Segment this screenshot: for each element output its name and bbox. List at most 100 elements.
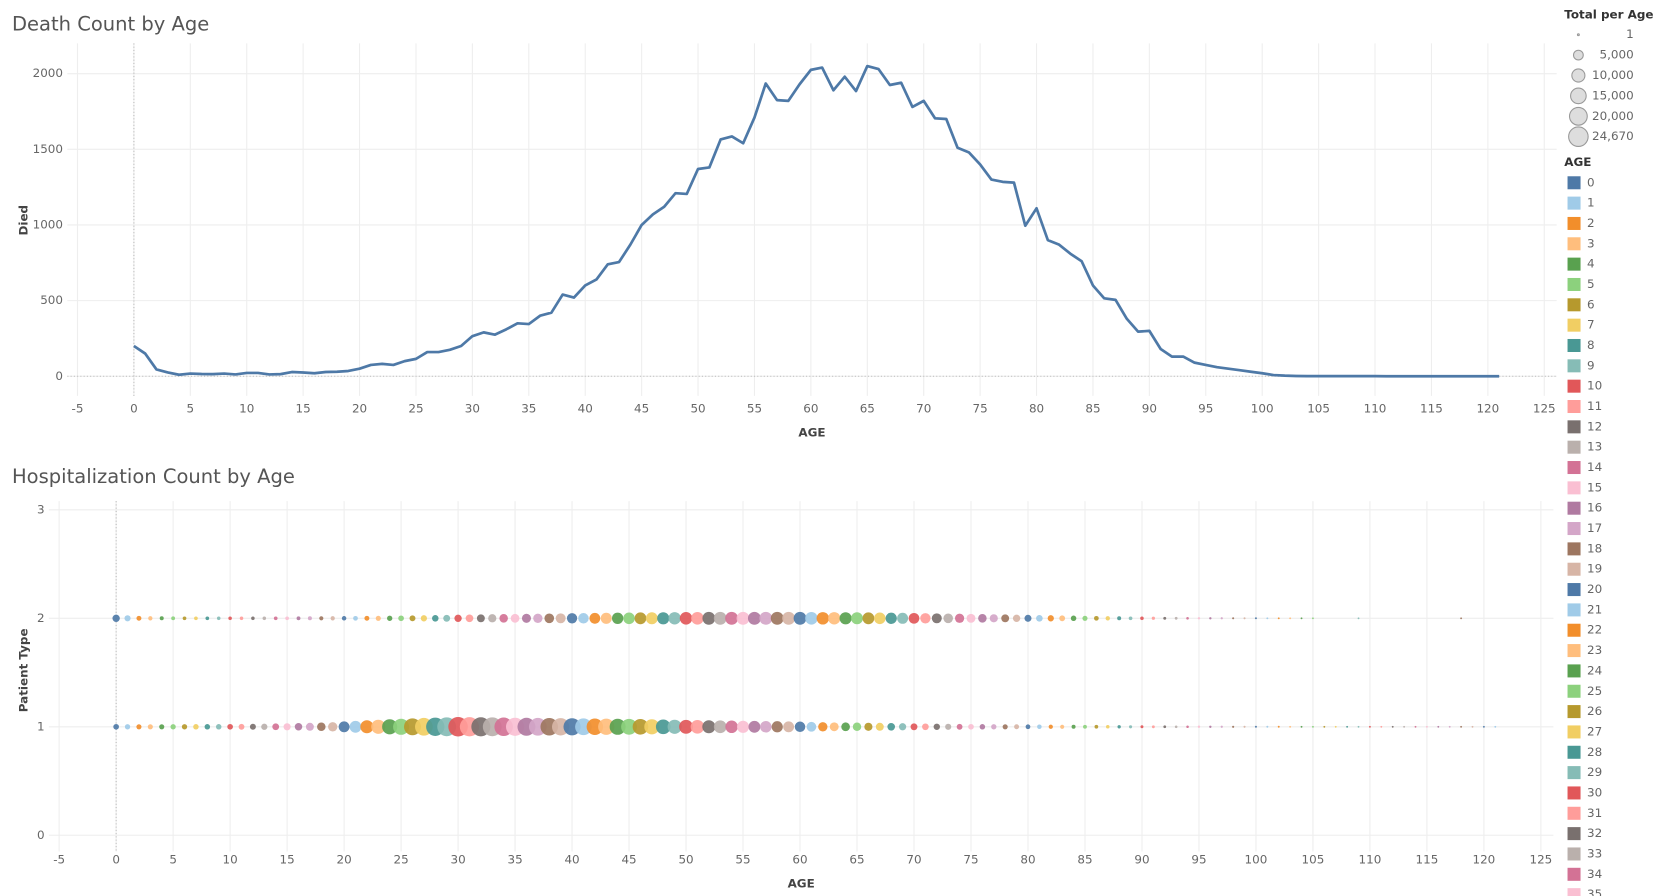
- legend-label: 22: [1587, 623, 1602, 637]
- bubble: [1106, 725, 1110, 729]
- bubble: [1060, 724, 1065, 729]
- bubble: [159, 724, 165, 730]
- bubble: [238, 723, 245, 730]
- legend-label: 30: [1587, 785, 1602, 799]
- legend-swatch: [1567, 562, 1581, 576]
- bubble: [273, 616, 278, 621]
- legend-swatch: [1567, 318, 1581, 332]
- bubble: [1425, 725, 1428, 728]
- bubble: [623, 612, 635, 625]
- legend-label: 33: [1587, 846, 1602, 860]
- x-tick-label: 75: [963, 853, 978, 867]
- bubble: [1323, 725, 1326, 728]
- bubble: [371, 719, 386, 734]
- bubble: [1197, 725, 1201, 729]
- bubble: [1277, 617, 1280, 620]
- bubble: [829, 722, 839, 732]
- bubble: [655, 719, 671, 735]
- x-tick-label: 115: [1416, 853, 1439, 867]
- bubble: [1266, 725, 1269, 728]
- legend-label: 6: [1587, 297, 1595, 311]
- legend-label: 9: [1587, 358, 1595, 372]
- x-tick-label: 50: [678, 853, 693, 867]
- x-tick-label: 15: [280, 853, 295, 867]
- bubble: [338, 721, 350, 733]
- legend-label: 35: [1587, 887, 1602, 896]
- bubble: [1186, 725, 1189, 729]
- y-tick-label: 3: [37, 502, 45, 516]
- bubble: [759, 611, 773, 625]
- legend-label: 16: [1587, 501, 1602, 515]
- bubble: [852, 722, 862, 731]
- bubble: [1070, 615, 1077, 622]
- legend-label: 19: [1587, 562, 1602, 576]
- legend-swatch: [1567, 257, 1581, 271]
- bubble: [1254, 617, 1257, 620]
- bubble: [555, 613, 566, 624]
- x-tick-label: 50: [690, 401, 705, 415]
- bubble: [1220, 725, 1223, 728]
- bubble: [341, 616, 347, 621]
- bubble: [272, 723, 280, 731]
- bubble: [533, 613, 543, 623]
- bubble: [521, 613, 532, 623]
- bubble: [816, 612, 830, 625]
- bubble: [136, 724, 142, 730]
- bubble: [124, 615, 131, 622]
- x-tick-label: 105: [1307, 401, 1330, 415]
- bubble: [1025, 724, 1031, 730]
- bubble: [1048, 724, 1053, 729]
- bubble: [1197, 617, 1201, 620]
- legend-label: 8: [1587, 338, 1595, 352]
- x-tick-label: 95: [1198, 401, 1213, 415]
- legend-label: 15: [1587, 480, 1602, 494]
- legend-label: 2: [1587, 216, 1595, 230]
- bubble: [443, 614, 451, 622]
- legend-swatch: [1567, 867, 1581, 881]
- bubble: [586, 718, 604, 736]
- bubble: [887, 722, 896, 731]
- bubble: [124, 724, 131, 730]
- legend-label: 11: [1587, 399, 1602, 413]
- bubble: [736, 720, 750, 733]
- x-tick-label: 70: [906, 853, 921, 867]
- bubble: [874, 612, 886, 625]
- bubble: [112, 614, 120, 623]
- bubble: [945, 723, 952, 730]
- x-tick-label: 120: [1473, 853, 1496, 867]
- x-tick-label: 10: [223, 853, 238, 867]
- legend-swatch: [1567, 501, 1581, 515]
- legend-label: 27: [1587, 724, 1602, 738]
- bubble: [922, 723, 929, 731]
- bubble: [182, 616, 187, 621]
- x-tick-label: 0: [112, 853, 120, 867]
- legend-label: 32: [1587, 826, 1602, 840]
- bubble: [1129, 725, 1133, 729]
- bubble: [364, 615, 370, 621]
- x-tick-label: 85: [1085, 401, 1100, 415]
- bubble: [770, 611, 784, 625]
- bubble: [771, 721, 783, 733]
- bubble: [262, 616, 267, 621]
- bubble: [1186, 616, 1189, 620]
- bubble: [968, 723, 974, 730]
- chart-title: Hospitalization Count by Age: [12, 465, 295, 488]
- bubble: [1232, 725, 1235, 728]
- size-legend-label: 10,000: [1592, 68, 1634, 82]
- bubble: [1094, 724, 1099, 729]
- bubble: [839, 612, 852, 625]
- legend-swatch: [1567, 176, 1581, 190]
- y-tick-label: 0: [55, 369, 63, 383]
- bubble: [1414, 725, 1417, 728]
- bubble: [476, 614, 485, 623]
- bubble: [1151, 725, 1155, 729]
- bubble: [1300, 725, 1303, 728]
- bubble: [1448, 725, 1451, 728]
- bubble: [841, 722, 850, 732]
- bubble: [432, 615, 439, 622]
- bubble: [575, 718, 592, 736]
- x-tick-label: 110: [1359, 853, 1382, 867]
- bubble: [1403, 725, 1406, 728]
- bubble: [1460, 725, 1463, 728]
